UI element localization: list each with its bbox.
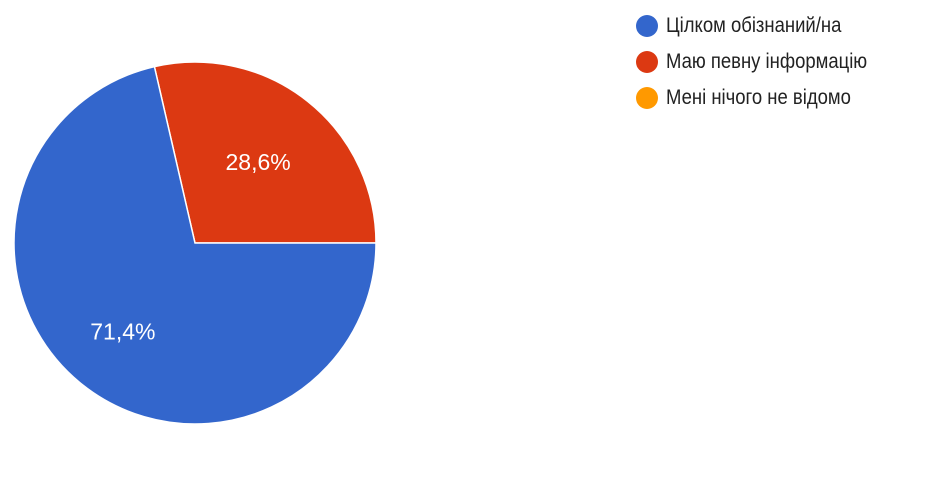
- pie-slice[interactable]: [13, 65, 377, 425]
- legend-label: Цілком обізнаний/на: [666, 14, 842, 37]
- slice-data-label: 71,4%: [90, 319, 155, 345]
- legend-swatch: [636, 87, 658, 109]
- legend-item[interactable]: Цілком обізнаний/на: [636, 8, 936, 44]
- chart-legend: Цілком обізнаний/на Маю певну інформацію…: [636, 8, 936, 116]
- legend-label: Маю певну інформацію: [666, 50, 868, 73]
- legend-item[interactable]: Мені нічого не відомо: [636, 80, 936, 116]
- legend-label: Мені нічого не відомо: [666, 86, 851, 109]
- legend-item[interactable]: Маю певну інформацію: [636, 44, 936, 80]
- pie-chart-svg: 28,6% 71,4%: [13, 61, 377, 425]
- slice-data-label: 28,6%: [226, 149, 291, 175]
- pie-slice[interactable]: [153, 61, 377, 244]
- legend-swatch: [636, 15, 658, 37]
- legend-swatch: [636, 51, 658, 73]
